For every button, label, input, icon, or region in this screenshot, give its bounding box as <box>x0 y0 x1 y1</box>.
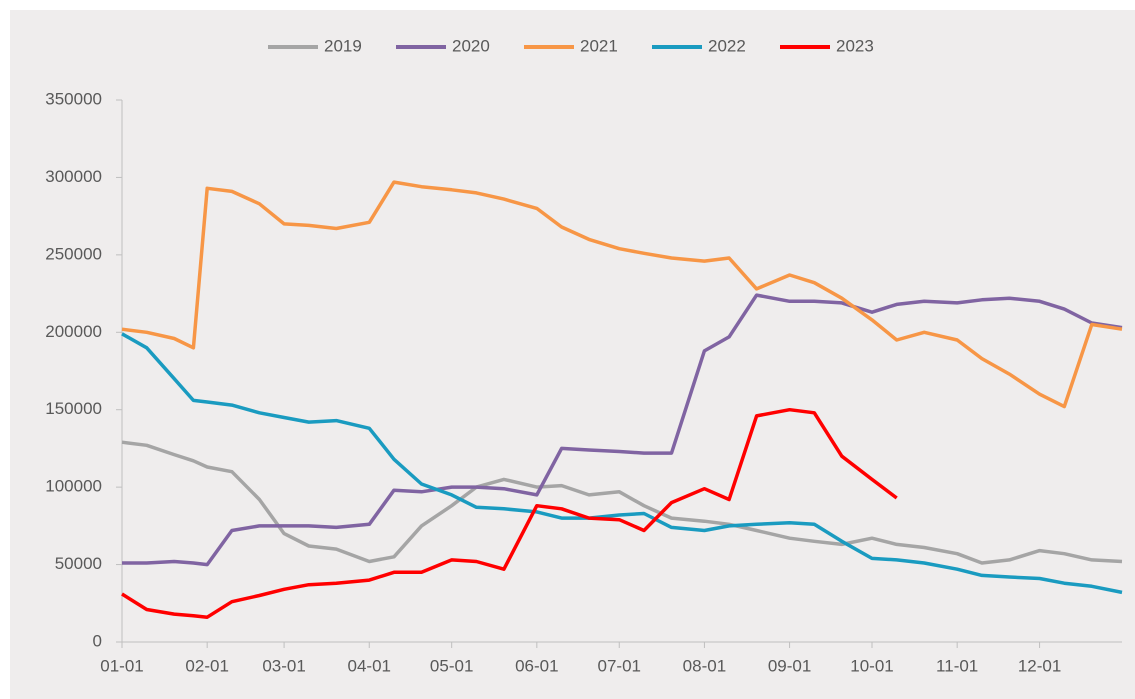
x-tick-label: 09-01 <box>768 656 811 675</box>
x-tick-label: 11-01 <box>936 656 978 675</box>
legend-label: 2022 <box>708 36 746 55</box>
x-tick-label: 07-01 <box>598 656 641 675</box>
x-tick-label: 03-01 <box>262 656 305 675</box>
x-tick-label: 12-01 <box>1018 656 1061 675</box>
y-tick-label: 250000 <box>45 244 102 263</box>
y-tick-label: 150000 <box>45 399 102 418</box>
series-line <box>121 440 1123 565</box>
x-tick-label: 10-01 <box>850 656 893 675</box>
series-line <box>121 407 898 619</box>
y-tick-label: 100000 <box>45 477 102 496</box>
y-tick-label: 0 <box>93 631 102 650</box>
series-line <box>121 180 1123 409</box>
legend-label: 2019 <box>324 36 362 55</box>
y-tick-label: 300000 <box>45 167 102 186</box>
y-tick-label: 350000 <box>45 89 102 108</box>
x-tick-label: 08-01 <box>683 656 726 675</box>
x-tick-label: 06-01 <box>515 656 558 675</box>
series-line <box>121 332 1123 595</box>
legend-label: 2021 <box>580 36 618 55</box>
legend-label: 2020 <box>452 36 490 55</box>
y-tick-label: 50000 <box>55 554 102 573</box>
chart-background <box>10 10 1135 699</box>
x-tick-label: 04-01 <box>348 656 391 675</box>
x-tick-label: 01-01 <box>100 656 143 675</box>
legend-label: 2023 <box>836 36 874 55</box>
y-tick-label: 200000 <box>45 322 102 341</box>
series-line <box>122 293 1123 567</box>
x-tick-label: 02-01 <box>185 656 228 675</box>
x-tick-label: 05-01 <box>430 656 473 675</box>
